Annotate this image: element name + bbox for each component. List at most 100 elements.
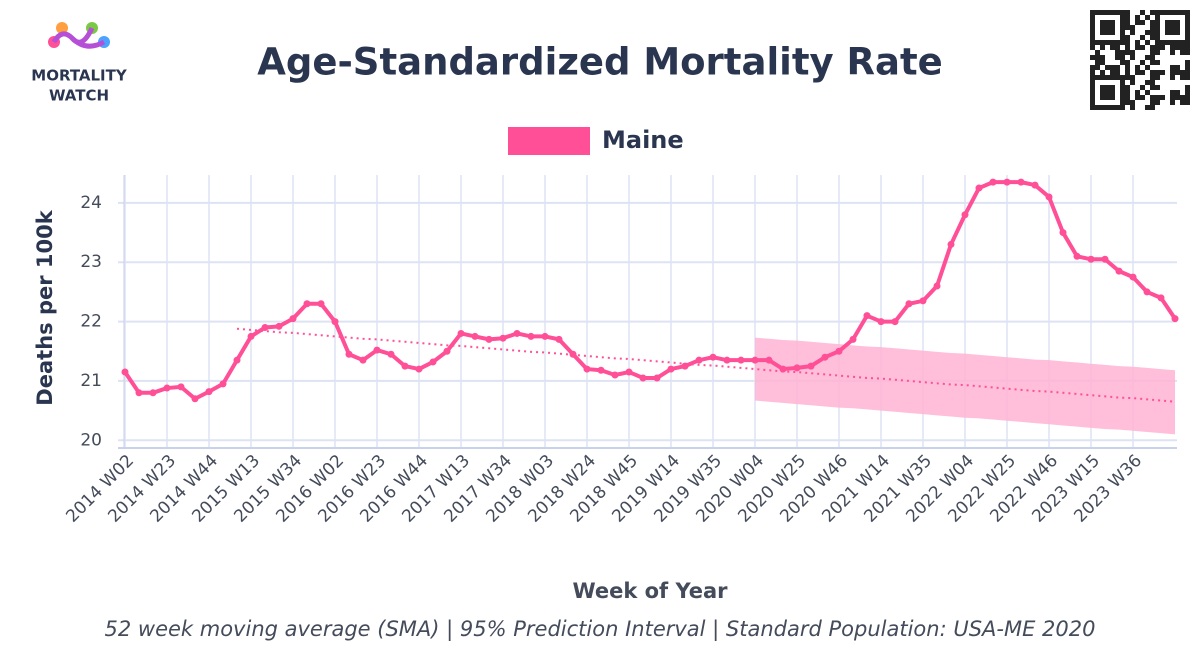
qr-cell — [1185, 85, 1190, 90]
qr-cell — [1145, 55, 1150, 60]
qr-cell — [1125, 20, 1130, 25]
qr-cell — [1165, 20, 1170, 25]
qr-cell — [1175, 30, 1180, 35]
data-point — [527, 332, 535, 340]
qr-cell — [1170, 30, 1175, 35]
qr-cell — [1185, 95, 1190, 100]
logo-dot — [56, 22, 68, 34]
qr-cell — [1150, 80, 1155, 85]
qr-cell — [1135, 90, 1140, 95]
qr-cell — [1110, 10, 1115, 15]
data-point — [149, 389, 157, 397]
data-point — [933, 282, 941, 290]
data-point — [205, 388, 213, 396]
qr-cell — [1100, 20, 1105, 25]
qr-cell — [1120, 50, 1125, 55]
qr-cell — [1165, 10, 1170, 15]
qr-cell — [1150, 100, 1155, 105]
data-point — [681, 362, 689, 370]
qr-cell — [1150, 95, 1155, 100]
qr-cell — [1120, 30, 1125, 35]
data-point — [849, 335, 857, 343]
qr-cell — [1185, 30, 1190, 35]
qr-cell — [1185, 45, 1190, 50]
data-point — [863, 312, 871, 320]
data-point — [625, 368, 633, 376]
data-point — [919, 297, 927, 305]
qr-cell — [1185, 25, 1190, 30]
data-point — [1087, 255, 1095, 263]
data-point — [261, 324, 269, 332]
qr-cell — [1145, 80, 1150, 85]
qr-cell — [1115, 65, 1120, 70]
qr-cell — [1120, 55, 1125, 60]
y-axis-title: Deaths per 100k — [33, 209, 57, 405]
qr-cell — [1140, 45, 1145, 50]
qr-cell — [1090, 65, 1095, 70]
qr-cell — [1155, 50, 1160, 55]
data-point — [807, 362, 815, 370]
qr-cell — [1095, 75, 1100, 80]
qr-cell — [1185, 20, 1190, 25]
qr-cell — [1135, 95, 1140, 100]
qr-cell — [1100, 40, 1105, 45]
qr-cell — [1125, 50, 1130, 55]
qr-cell — [1155, 10, 1160, 15]
data-point — [289, 315, 297, 323]
qr-cell — [1125, 10, 1130, 15]
qr-cell — [1100, 55, 1105, 60]
qr-cell — [1170, 70, 1175, 75]
qr-cell — [1090, 95, 1095, 100]
qr-cell — [1150, 60, 1155, 65]
qr-cell — [1185, 10, 1190, 15]
data-point — [1129, 273, 1137, 281]
data-point — [359, 356, 367, 364]
qr-cell — [1090, 75, 1095, 80]
qr-cell — [1090, 45, 1095, 50]
qr-cell — [1175, 65, 1180, 70]
data-point — [555, 335, 563, 343]
qr-cell — [1150, 50, 1155, 55]
data-point — [961, 211, 969, 219]
qr-cell — [1155, 15, 1160, 20]
legend-label: Maine — [602, 126, 684, 154]
data-point — [233, 356, 241, 364]
qr-cell — [1120, 60, 1125, 65]
data-point — [317, 300, 325, 308]
qr-cell — [1150, 105, 1155, 110]
qr-cell — [1090, 10, 1095, 15]
qr-cell — [1160, 95, 1165, 100]
qr-cell — [1110, 30, 1115, 35]
qr-cell — [1170, 45, 1175, 50]
qr-cell — [1100, 25, 1105, 30]
qr-cell — [1150, 70, 1155, 75]
qr-cell — [1090, 85, 1095, 90]
qr-cell — [1105, 85, 1110, 90]
qr-cell — [1110, 25, 1115, 30]
data-point — [975, 184, 983, 192]
qr-cell — [1180, 10, 1185, 15]
data-point — [891, 318, 899, 326]
qr-cell — [1105, 25, 1110, 30]
logo-text: WATCH — [49, 87, 109, 105]
qr-cell — [1130, 105, 1135, 110]
data-point — [219, 380, 227, 388]
qr-cell — [1125, 90, 1130, 95]
data-point — [1073, 252, 1081, 260]
qr-cell — [1135, 45, 1140, 50]
qr-cell — [1185, 50, 1190, 55]
qr-cell — [1150, 20, 1155, 25]
qr-cell — [1140, 60, 1145, 65]
data-point — [835, 347, 843, 355]
data-point — [667, 365, 675, 373]
qr-cell — [1110, 40, 1115, 45]
qr-cell — [1155, 95, 1160, 100]
qr-cell — [1110, 70, 1115, 75]
data-point — [177, 383, 185, 391]
qr-cell — [1115, 55, 1120, 60]
qr-cell — [1105, 10, 1110, 15]
qr-cell — [1130, 100, 1135, 105]
data-point — [485, 335, 493, 343]
qr-cell — [1180, 40, 1185, 45]
qr-cell — [1170, 100, 1175, 105]
